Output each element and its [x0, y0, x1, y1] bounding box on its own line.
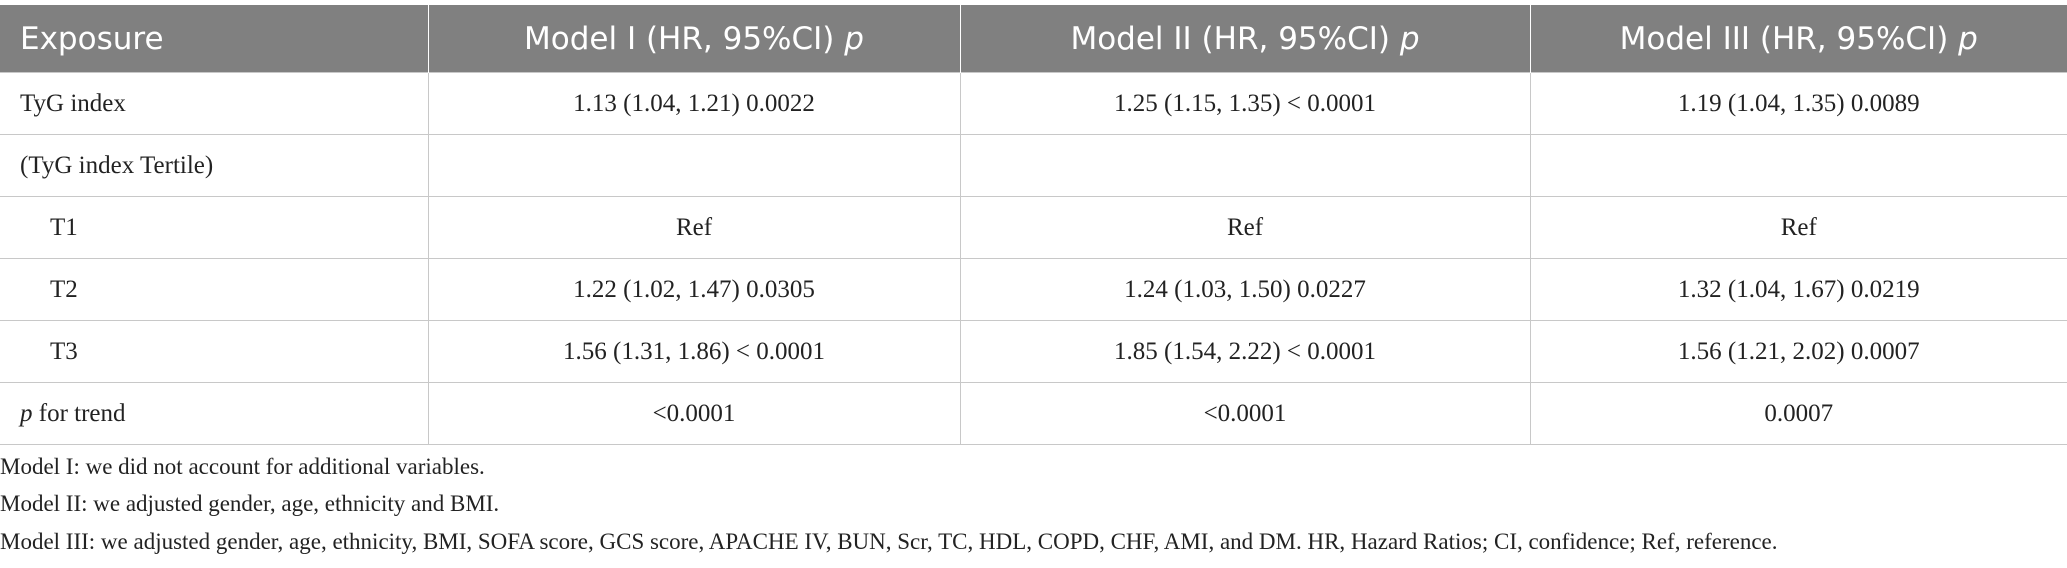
cell: Ref [427, 196, 961, 259]
cell: 1.22 (1.02, 1.47) 0.0305 [427, 258, 961, 321]
header-row: Exposure Model I (HR, 95%CI) p Model II … [0, 5, 2067, 73]
cell: 1.85 (1.54, 2.22) < 0.0001 [959, 320, 1531, 383]
footnote: Model II: we adjusted gender, age, ethni… [0, 491, 500, 516]
header-cell: Model II (HR, 95%CI) p [959, 5, 1530, 73]
header-text: Model I (HR, 95%CI) [524, 20, 835, 57]
header-italic: p [844, 20, 864, 57]
cell-italic: p [20, 399, 33, 427]
header-text: Exposure [20, 20, 164, 57]
header-text: Model II (HR, 95%CI) [1070, 20, 1390, 57]
cell-text: for trend [38, 399, 126, 427]
cell: 1.24 (1.03, 1.50) 0.0227 [959, 258, 1531, 321]
row: T3 1.56 (1.31, 1.86) < 0.0001 1.85 (1.54, … [0, 320, 2067, 383]
cell: 1.13 (1.04, 1.21) 0.0022 [427, 72, 961, 135]
cell: Ref [1529, 196, 2067, 259]
cell: 1.56 (1.31, 1.86) < 0.0001 [427, 320, 961, 383]
cell: 1.25 (1.15, 1.35) < 0.0001 [959, 72, 1531, 135]
row: T1 Ref Ref Ref [0, 196, 2067, 259]
cell: 0.0007 [1529, 382, 2067, 445]
row: p for trend <0.0001 <0.0001 0.0007 [0, 382, 2067, 445]
header-italic: p [1958, 20, 1978, 57]
header-cell: Model I (HR, 95%CI) p [427, 5, 960, 73]
cell [427, 134, 961, 197]
cell: 1.56 (1.21, 2.02) 0.0007 [1529, 320, 2067, 383]
footnote: Model III: we adjusted gender, age, ethn… [0, 529, 1778, 554]
header-text: Model III (HR, 95%CI) [1619, 20, 1949, 57]
header-italic: p [1399, 20, 1420, 57]
cell: T2 [0, 258, 429, 321]
header-cell: Model III (HR, 95%CI) p [1529, 5, 2067, 73]
cell [959, 134, 1531, 197]
cell: <0.0001 [427, 382, 961, 445]
row: T2 1.22 (1.02, 1.47) 0.0305 1.24 (1.03, 1.… [0, 258, 2067, 321]
cell: TyG index [0, 72, 429, 135]
cell [1529, 134, 2067, 197]
cell: 1.19 (1.04, 1.35) 0.0089 [1529, 72, 2067, 135]
cell: p for trend [0, 382, 429, 445]
row: TyG index 1.13 (1.04, 1.21) 0.0022 1.25 (1… [0, 72, 2067, 135]
cell: Ref [959, 196, 1531, 259]
cell: T1 [0, 196, 429, 259]
cell: 1.32 (1.04, 1.67) 0.0219 [1529, 258, 2067, 321]
cell: (TyG index Tertile) [0, 134, 429, 197]
cell: <0.0001 [959, 382, 1531, 445]
footnote: Model I: we did not account for addition… [0, 454, 485, 479]
results-table: Exposure Model I (HR, 95%CI) p Model II … [0, 5, 2067, 445]
row: (TyG index Tertile) [0, 134, 2067, 197]
header-cell: Exposure [0, 5, 428, 73]
cell: T3 [0, 320, 429, 383]
